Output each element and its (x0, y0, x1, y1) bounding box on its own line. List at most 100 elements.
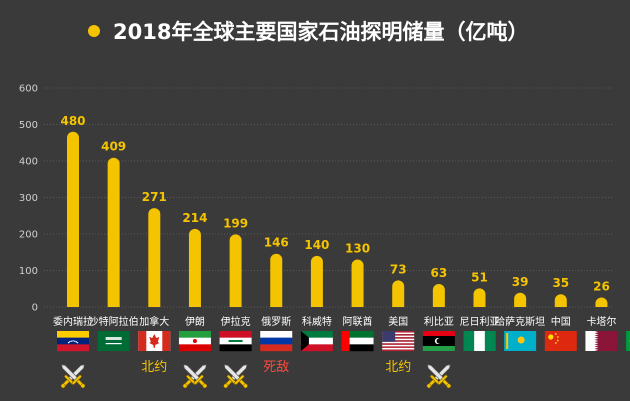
flag-star (72, 340, 74, 342)
china-flag (544, 331, 577, 351)
sword-blade (223, 364, 241, 381)
saudi-arabia-flag (97, 331, 130, 351)
flag-stripe (57, 344, 89, 352)
usa-flag (382, 331, 415, 352)
y-tick-label: 600 (19, 84, 38, 95)
sword (223, 364, 248, 389)
category-label: 哈萨克斯坦 (495, 315, 545, 328)
flag-stripe (382, 344, 415, 347)
flag-star (75, 341, 78, 343)
flag-stripe (260, 337, 293, 345)
russia-flag (260, 331, 293, 352)
flag-stripe (422, 331, 455, 336)
value-label: 409 (101, 140, 126, 154)
flag-stripe (382, 331, 415, 333)
flag-stripe (219, 344, 252, 352)
flag-stripe (382, 347, 415, 350)
value-label: 146 (264, 236, 289, 250)
category-label: 中国 (551, 315, 571, 328)
value-label: 39 (512, 275, 529, 289)
bar (270, 253, 283, 307)
bar (432, 284, 445, 307)
bar (514, 292, 527, 307)
category-label: 伊朗 (185, 316, 205, 328)
nigeria-flag (463, 331, 496, 351)
flag-stripe (138, 331, 147, 351)
sword (427, 364, 451, 389)
bar (310, 255, 323, 307)
flag-stripe (382, 346, 415, 349)
value-label: 63 (430, 266, 447, 280)
y-tick-label: 100 (19, 266, 38, 277)
sword-pommel (60, 383, 66, 389)
flag-stripe (300, 331, 333, 338)
flag-stripe (382, 332, 415, 335)
flag-stripe (382, 337, 415, 339)
flag-stripe (382, 334, 415, 336)
y-tick-label: 500 (19, 120, 38, 131)
flag-stripe (349, 331, 374, 338)
category-label: 沙特阿拉伯 (89, 315, 139, 328)
bar (595, 297, 608, 307)
flag-serration (585, 331, 599, 351)
flag-star (554, 342, 557, 344)
flag-star (76, 341, 79, 344)
annotation-label: 北约 (141, 360, 167, 375)
flag-trapezoid (300, 331, 309, 351)
crossed-swords-icon (60, 364, 86, 389)
category-label: 委内瑞拉 (53, 315, 93, 328)
bar (188, 228, 201, 307)
category-label: 伊拉克 (221, 315, 251, 328)
value-label: 140 (304, 238, 329, 252)
sword (183, 364, 208, 389)
flag-stripe (422, 346, 455, 351)
sword-pommel (182, 383, 188, 389)
iran-flag (178, 331, 211, 352)
uae-flag (341, 331, 374, 352)
category-label: 美国 (388, 315, 408, 328)
flag-star (556, 336, 559, 338)
category-label: 加拿大 (139, 315, 169, 328)
flag-field (544, 331, 577, 351)
bar (554, 294, 567, 307)
flag-sword (105, 343, 122, 345)
annotation-label: 北约 (385, 360, 411, 375)
flag-stripe (341, 331, 350, 351)
y-tick-label: 300 (19, 193, 38, 204)
iraq-flag (219, 331, 252, 352)
crossed-swords-icon (182, 364, 208, 389)
annotation-label: 死敌 (263, 360, 289, 375)
flag-stripe (382, 343, 415, 345)
kuwait-flag (300, 331, 333, 352)
canada-flag (138, 331, 171, 351)
flag-script (228, 340, 243, 342)
sword-pommel (80, 383, 86, 389)
category-label: 卡塔尔 (586, 315, 616, 328)
flag-stripe (162, 331, 171, 351)
flag-stripe (260, 331, 293, 338)
flag-maple-leaf (149, 334, 160, 348)
value-label: 480 (60, 114, 85, 128)
category-label: 科威特 (302, 315, 332, 328)
sword-blade (427, 364, 444, 381)
value-label: 51 (471, 270, 488, 284)
flag-star (68, 341, 71, 343)
bar (148, 208, 161, 307)
brazil-flag (626, 331, 630, 351)
flag-stripe (57, 331, 89, 338)
flag-stripe (382, 341, 415, 344)
flag-star (70, 340, 72, 342)
flag-sun (517, 336, 525, 344)
flag-stripe (382, 340, 415, 342)
libya-flag (422, 331, 455, 351)
value-label: 271 (142, 190, 167, 204)
flag-stripe (382, 338, 415, 341)
category-label: 俄罗斯 (261, 315, 291, 328)
bar (473, 288, 486, 307)
flag-star (554, 333, 557, 335)
sword-pommel (223, 383, 228, 389)
flag-canton (382, 331, 396, 342)
bar (392, 280, 405, 307)
